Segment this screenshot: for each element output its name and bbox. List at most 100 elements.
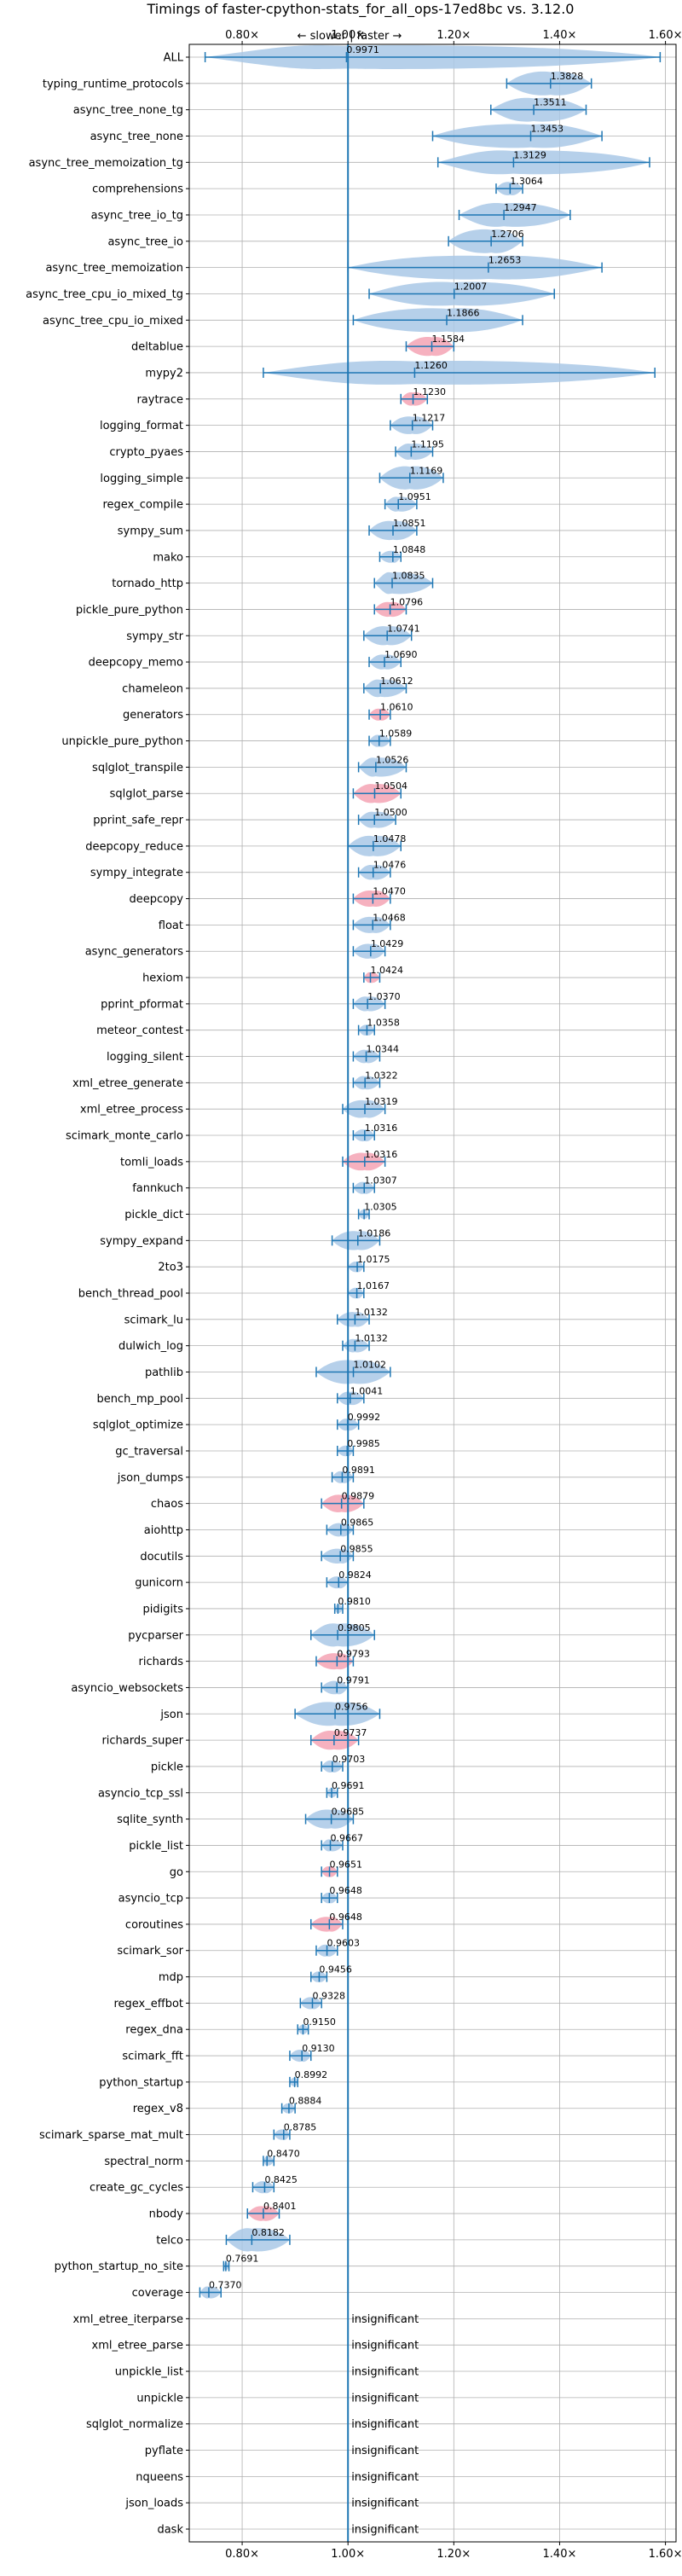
row-label: scimark_sparse_mat_mult (39, 2129, 183, 2142)
row-label: regex_compile (102, 499, 183, 512)
value-label: 0.9150 (303, 2016, 336, 2028)
value-label: 0.8884 (289, 2096, 322, 2107)
row-label: regex_dna (125, 2024, 183, 2037)
chart-title: Timings of faster-cpython-stats_for_all_… (147, 1, 575, 18)
value-label: 1.1217 (413, 413, 445, 424)
value-label: 1.2007 (454, 281, 488, 292)
row-label: crypto_pyaes (109, 446, 183, 459)
value-label: 0.9130 (302, 2043, 335, 2054)
x-tick-label-bottom: 1.40× (543, 2548, 577, 2561)
value-label: 1.0102 (354, 1359, 387, 1370)
row-label: async_tree_none_tg (73, 104, 183, 117)
value-label: 1.1866 (447, 307, 480, 318)
value-label: 0.9603 (327, 1938, 361, 1949)
row-label: sympy_expand (100, 1235, 183, 1248)
value-label: 1.0612 (380, 676, 413, 687)
row-label: bench_thread_pool (78, 1288, 183, 1301)
row-label: go (170, 1866, 183, 1879)
value-label: 0.8425 (264, 2174, 298, 2185)
axis-layer: 0.80× 0.80× 1.00× 1.00× 1.20× 1.20× 1.40× 1.40×… (26, 29, 682, 2561)
row-label: async_tree_io (107, 235, 183, 248)
value-label: 1.0610 (380, 702, 413, 713)
row-label: sqlite_synth (117, 1813, 183, 1826)
value-label: 1.0500 (374, 807, 407, 818)
row-label: deepcopy (129, 893, 183, 906)
row-label: async_tree_memoization (45, 262, 183, 275)
row-label: async_tree_cpu_io_mixed_tg (26, 288, 183, 301)
value-label: 0.7691 (226, 2254, 259, 2265)
row-label: ALL (164, 52, 184, 65)
value-label: 0.9805 (338, 1622, 371, 1633)
value-label: 1.1260 (414, 360, 448, 371)
value-label: 1.2706 (491, 229, 524, 240)
row-label: coroutines (125, 1918, 183, 1931)
plot-frame (188, 44, 677, 2543)
value-label: 1.0305 (364, 1202, 397, 1213)
row-label: unpickle (136, 2392, 183, 2405)
row-label: tornado_http (112, 577, 183, 590)
row-label: sympy_str (126, 630, 183, 643)
row-label: async_tree_memoization_tg (29, 157, 183, 170)
insignificant-label: insignificant (351, 2524, 419, 2537)
row-label: typing_runtime_protocols (43, 78, 183, 90)
value-label: 1.0851 (393, 518, 426, 529)
row-label: pickle_pure_python (76, 604, 183, 617)
row-label: regex_v8 (133, 2103, 183, 2115)
grid-layer (189, 44, 676, 2542)
row-label: unpickle_list (115, 2366, 183, 2379)
value-label: 1.0470 (373, 886, 406, 897)
value-label: 1.0175 (357, 1254, 390, 1265)
row-label: richards_super (101, 1735, 183, 1748)
value-label: 0.8401 (263, 2201, 297, 2212)
row-label: chaos (151, 1498, 183, 1511)
value-label: 0.9971 (346, 44, 379, 55)
value-label: 1.0835 (392, 571, 425, 582)
value-label: 1.0526 (376, 754, 409, 765)
insignificant-label: insignificant (351, 2498, 419, 2510)
direction-label: ← slower | faster → (298, 30, 402, 43)
value-label: 0.9648 (329, 1912, 362, 1923)
row-label: fannkuch (132, 1182, 183, 1195)
row-label: pickle_list (129, 1840, 183, 1853)
value-label: 1.0741 (387, 623, 420, 634)
value-label: 0.8182 (251, 2227, 285, 2238)
x-tick-label-top: 1.00× (331, 29, 365, 42)
value-label: 0.9879 (342, 1491, 375, 1502)
row-label: sqlglot_optimize (93, 1419, 183, 1432)
value-label: 1.0132 (355, 1307, 388, 1318)
row-label: scimark_lu (124, 1314, 183, 1326)
row-label: pathlib (145, 1366, 183, 1379)
value-label: 1.0848 (393, 544, 426, 555)
value-label: 1.0796 (390, 596, 424, 607)
row-label: xml_etree_iterparse (72, 2313, 183, 2326)
insignificant-label: insignificant (351, 2445, 419, 2457)
value-label: 0.9651 (330, 1859, 363, 1870)
value-label: 1.0307 (364, 1175, 397, 1186)
row-label: scimark_sor (117, 1945, 183, 1958)
row-label: generators (123, 709, 183, 722)
row-label: xml_etree_process (80, 1104, 183, 1117)
row-label: pyflate (145, 2445, 183, 2457)
row-label: spectral_norm (104, 2155, 183, 2168)
value-label: 0.9456 (319, 1964, 352, 1976)
value-label: 0.9328 (312, 1990, 345, 2001)
row-label: pprint_pformat (101, 998, 183, 1011)
x-tick-label-bottom: 1.60× (649, 2548, 682, 2561)
row-label: async_generators (85, 946, 184, 959)
x-tick-label-bottom: 1.00× (331, 2548, 365, 2561)
value-label: 1.3511 (534, 97, 567, 108)
row-label: asyncio_tcp_ssl (98, 1787, 183, 1800)
value-label: 1.0316 (365, 1123, 398, 1134)
row-label: unpickle_pure_python (61, 735, 183, 748)
value-label: 0.9865 (341, 1517, 374, 1528)
row-label: asyncio_websockets (71, 1682, 183, 1695)
value-label: 0.9791 (337, 1674, 370, 1685)
value-label: 1.0358 (367, 1018, 400, 1029)
value-label: 0.9891 (342, 1465, 375, 1476)
value-label: 0.9648 (329, 1885, 362, 1896)
row-label: float (159, 920, 183, 932)
value-label: 1.0468 (373, 912, 406, 923)
value-label: 1.0370 (367, 991, 401, 1002)
value-label: 0.9793 (337, 1649, 370, 1660)
